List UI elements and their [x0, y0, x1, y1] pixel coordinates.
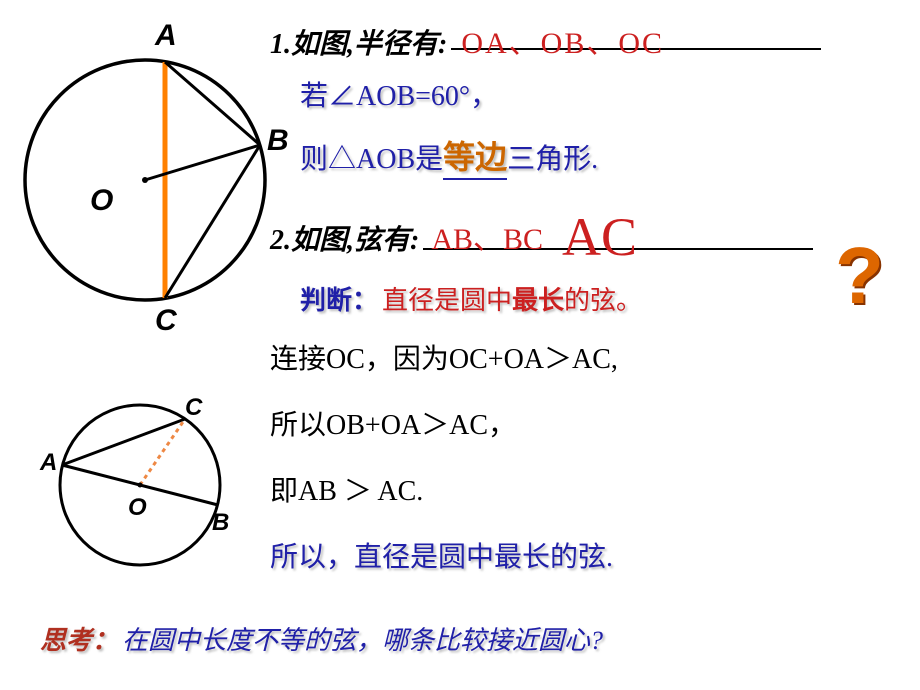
proof-l1: 连接OC，因为OC+OA＞AC, — [270, 337, 910, 377]
label-o2: O — [128, 494, 147, 521]
q1-label: 1.如图,半径有: — [270, 29, 447, 60]
q2-line: 2.如图,弦有: AB、BC AC — [270, 200, 910, 258]
cond2b: 等边 — [443, 139, 507, 175]
circle-diagram-2: A B C O — [20, 380, 240, 580]
cond1-text: 若∠AOB=60°， — [300, 81, 498, 112]
content-area: 1.如图,半径有: OA、OB、OC 若∠AOB=60°， 则△AOB是等边三角… — [270, 10, 910, 583]
thinking-line: 思考： 在圆中长度不等的弦，哪条比较接近圆心? — [40, 620, 900, 657]
judge-a: 直径是圆中 — [382, 286, 512, 315]
proof-l3: 即AB ＞ AC. — [270, 469, 910, 509]
judge-b: 最长 — [512, 286, 564, 315]
label-a1: A — [154, 19, 177, 52]
judge-line: 判断： 直径是圆中最长的弦。 — [300, 280, 910, 317]
q2-blank: AB、BC AC — [423, 200, 813, 250]
q2-ans-big: AC — [562, 207, 637, 267]
cond-line2: 则△AOB是等边三角形. — [300, 132, 910, 180]
label-b2: B — [212, 509, 229, 536]
think-label: 思考： — [40, 626, 118, 655]
cond2c: 三角形. — [507, 144, 598, 175]
slide-page: A B C O A B C O 1.如图,半径有: OA、OB、OC — [0, 0, 920, 690]
cond-line1: 若∠AOB=60°， — [300, 74, 910, 114]
proof1-text: 连接OC，因为OC+OA＞AC, — [270, 344, 618, 375]
judge-label: 判断： — [300, 286, 378, 315]
q1-line: 1.如图,半径有: OA、OB、OC — [270, 18, 910, 62]
center-dot-2 — [138, 483, 143, 488]
q2-label: 2.如图,弦有: — [270, 225, 419, 256]
circle-diagram-1: A B C O — [15, 10, 275, 330]
judge-c: 的弦。 — [564, 286, 642, 315]
cond2a: 则△AOB是 — [300, 144, 443, 175]
proof-l4: 所以，直径是圆中最长的弦. — [270, 535, 910, 575]
chord-ab — [165, 62, 260, 145]
q1-blank: OA、OB、OC — [451, 18, 821, 50]
chord-ac2 — [62, 419, 185, 465]
diagram2-svg: A B C O — [20, 380, 250, 590]
center-dot-1 — [142, 177, 148, 183]
q2-ans-small: AB、BC — [431, 223, 543, 256]
chord-bc — [165, 145, 260, 298]
proof-l2: 所以OB+OA＞AC， — [270, 403, 910, 443]
question-mark-icon: ? — [835, 230, 884, 322]
proof3-text: 即AB ＞ AC. — [270, 476, 423, 507]
label-o1: O — [90, 184, 113, 217]
label-c1: C — [155, 304, 178, 337]
label-a2: A — [39, 449, 57, 476]
proof2-text: 所以OB+OA＞AC， — [270, 410, 516, 441]
cond-blank: 等边 — [443, 132, 507, 180]
label-c2: C — [185, 394, 203, 421]
proof4-text: 所以，直径是圆中最长的弦. — [270, 542, 613, 573]
diagram1-svg: A B C O — [15, 10, 290, 340]
q1-answer: OA、OB、OC — [461, 27, 664, 60]
think-text: 在圆中长度不等的弦，哪条比较接近圆心? — [122, 626, 603, 655]
